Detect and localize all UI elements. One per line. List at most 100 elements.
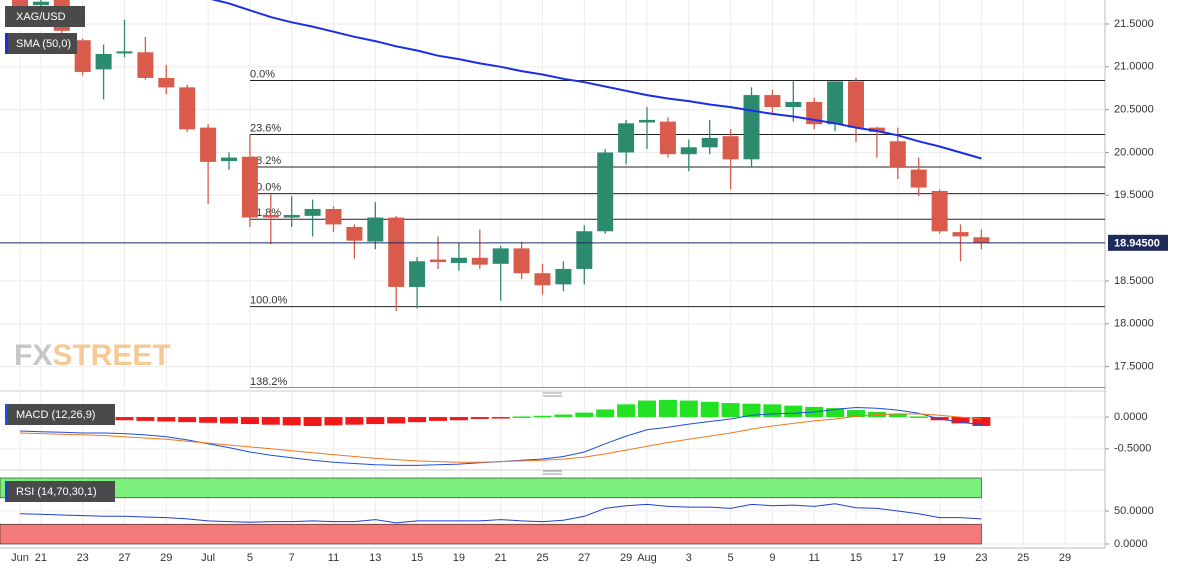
candle-body [827, 81, 844, 125]
x-tick-label: Aug [637, 552, 657, 564]
macd-histogram-bar [178, 417, 197, 423]
macd-histogram-bar [115, 417, 134, 421]
macd-histogram-bar [240, 417, 259, 425]
macd-histogram-bar [972, 417, 991, 426]
candle-body [952, 232, 969, 237]
y-tick-label: 21.5000 [1114, 18, 1154, 30]
main-plot: FXSTREET0.0%23.6%38.2%50.0%61.8%100.0%13… [12, 0, 1105, 388]
candle-body [618, 123, 635, 153]
candle-body [743, 95, 760, 160]
macd-histogram-bar [679, 400, 698, 418]
macd-histogram-bar [470, 417, 489, 419]
macd-histogram-bar [408, 417, 427, 423]
y-tick-label: 21.0000 [1114, 61, 1154, 73]
macd-histogram-bar [533, 415, 552, 418]
legend-box [5, 33, 77, 54]
candle-body [492, 248, 509, 264]
candle-body [304, 208, 321, 216]
x-tick-label: Jun [11, 552, 29, 564]
watermark-part: STREET [52, 339, 170, 372]
macd-histogram-bar [658, 399, 677, 418]
macd-histogram-bar [136, 417, 155, 421]
macd-histogram-bar [847, 410, 865, 418]
sma-line [210, 0, 982, 160]
macd-histogram-bar [324, 417, 343, 426]
candle-body [513, 248, 530, 274]
x-tick-label: 15 [411, 552, 423, 564]
resize-grip[interactable] [542, 392, 562, 475]
macd-histogram-bar [554, 414, 573, 418]
candle-body [221, 157, 237, 162]
y-tick-label: 0.0000 [1114, 411, 1148, 423]
x-tick-label: 19 [453, 552, 465, 564]
legend-swatch [5, 481, 8, 502]
candle-body [534, 273, 551, 286]
candle-body [158, 77, 175, 88]
y-tick-label: 18.5000 [1114, 275, 1154, 287]
overbought-band [0, 477, 982, 499]
candle-body [262, 214, 279, 218]
candle-body [137, 52, 154, 78]
overlay: XAG/USD SMA (50,0) MACD (12,26,9) RSI (1… [5, 6, 1168, 564]
x-tick-label: 3 [686, 552, 692, 564]
macd-histogram-bar [700, 401, 719, 418]
macd-histogram-bar [282, 417, 301, 426]
candle-body [910, 169, 927, 188]
x-tick-label: 25 [1017, 552, 1029, 564]
x-tick-label: 21 [35, 552, 47, 564]
candle-body [785, 101, 802, 108]
candle-body [680, 147, 697, 155]
rsi-line [19, 503, 982, 524]
macd-histogram-bar [199, 417, 218, 423]
candle-body [409, 261, 426, 287]
plot: FXSTREET0.0%23.6%38.2%50.0%61.8%100.0%13… [0, 0, 1105, 545]
macd-histogram-bar [303, 417, 322, 426]
x-tick-label: 29 [620, 552, 632, 564]
candle-body [346, 226, 363, 241]
candle-body [659, 121, 676, 155]
y-tick-label: 20.5000 [1114, 104, 1154, 116]
candle-body [931, 191, 948, 232]
candle-body [12, 0, 28, 7]
candle-body [95, 53, 112, 70]
candle-body [555, 268, 572, 285]
candle-body [388, 217, 405, 287]
fib-label: 0.0% [250, 68, 275, 80]
macd-histogram-bar [742, 403, 761, 418]
x-tick-label: 27 [118, 552, 130, 564]
y-tick-label: 17.5000 [1114, 360, 1154, 372]
x-tick-label: 23 [77, 552, 89, 564]
macd-histogram-bar [784, 405, 803, 418]
x-tick-label: 15 [850, 552, 862, 564]
legend-box [5, 481, 115, 502]
y-tick-label: 18.0000 [1114, 318, 1154, 330]
x-tick-label: 27 [578, 552, 590, 564]
macd-histogram-bar [617, 404, 636, 418]
macd-histogram-bar [721, 403, 740, 418]
macd-histogram-bar [909, 416, 928, 418]
macd-histogram-bar [449, 417, 468, 421]
macd-histogram-bar [220, 417, 238, 424]
y-tick-label: 20.0000 [1114, 146, 1154, 158]
x-tick-label: 17 [892, 552, 904, 564]
macd-histogram-bar [763, 404, 782, 418]
macd-histogram-bar [638, 400, 656, 418]
candle-body [241, 156, 258, 218]
x-tick-label: 23 [975, 552, 987, 564]
candle-body [722, 136, 739, 160]
y-tick-label: 50.0000 [1114, 505, 1154, 517]
legend-box [5, 6, 85, 27]
y-tick-label: 0.0000 [1114, 538, 1148, 550]
macd-histogram-bar [345, 417, 364, 425]
candle-body [450, 257, 467, 263]
legend-entry: SMA (50,0) [16, 38, 71, 50]
y-tick-label: -0.5000 [1114, 443, 1151, 455]
macd-histogram-bar [366, 417, 385, 425]
candle-body [764, 95, 781, 108]
candle-body [116, 51, 133, 54]
candle-body [889, 141, 906, 168]
macd-title: MACD (12,26,9) [16, 409, 95, 421]
rsi-title: RSI (14,70,30,1) [16, 486, 97, 498]
x-tick-label: 13 [369, 552, 381, 564]
